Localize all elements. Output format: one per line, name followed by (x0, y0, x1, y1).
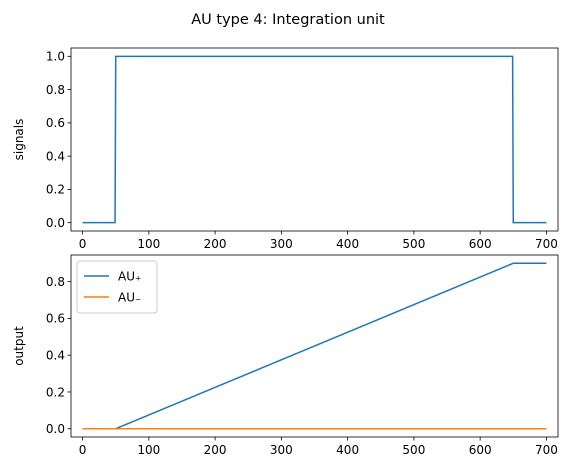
x-tick-label: 500 (402, 443, 425, 457)
y-axis-label: signals (12, 119, 26, 161)
axes-frame (70, 47, 559, 232)
y-tick-label: 0.8 (46, 83, 65, 97)
x-tick-label: 400 (336, 443, 359, 457)
y-tick-label: 0.0 (46, 216, 65, 230)
legend-entry: AU₊ (118, 270, 141, 284)
x-tick-label: 300 (270, 443, 293, 457)
y-tick-label: 0.4 (46, 149, 65, 163)
legend: AU₊ AU₋ (76, 260, 158, 314)
x-tick-label: 700 (535, 443, 558, 457)
y-tick-label: 0.2 (46, 385, 65, 399)
y-tick-label: 0.6 (46, 116, 65, 130)
x-tick-label: 0 (79, 443, 87, 457)
legend-entry: AU₋ (118, 291, 141, 305)
x-tick-label: 0 (79, 237, 87, 251)
legend-box (76, 260, 158, 314)
y-tick-label: 0.0 (46, 422, 65, 436)
series-line-1 (82, 55, 547, 224)
axes-frame (70, 254, 559, 438)
figure-title: AU type 4: Integration unit (191, 12, 385, 28)
y-tick-label: 0.6 (46, 312, 65, 326)
y-tick-label: 1.0 (46, 50, 65, 64)
x-tick-label: 600 (469, 237, 492, 251)
x-tick-label: 100 (137, 443, 160, 457)
subplot-2: 0 100 200 300 400 500 600 700 0.0 0.2 0.4 0.6 0.8 out… (12, 254, 559, 457)
x-tick-label: 400 (336, 237, 359, 251)
x-tick-label: 600 (469, 443, 492, 457)
y-tick-label: 0.2 (46, 183, 65, 197)
y-axis-label: output (12, 326, 26, 366)
y-tick-label: 0.4 (46, 348, 65, 362)
x-tick-label: 200 (204, 443, 227, 457)
subplot-1: 0 100 200 300 400 500 600 700 0.0 0.2 0.4 0.6 0.8 1.0… (12, 47, 559, 251)
x-tick-label: 300 (270, 237, 293, 251)
y-tick-label: 0.8 (46, 275, 65, 289)
x-tick-label: 200 (204, 237, 227, 251)
x-tick-label: 100 (137, 237, 160, 251)
x-tick-label: 500 (402, 237, 425, 251)
x-tick-label: 700 (535, 237, 558, 251)
